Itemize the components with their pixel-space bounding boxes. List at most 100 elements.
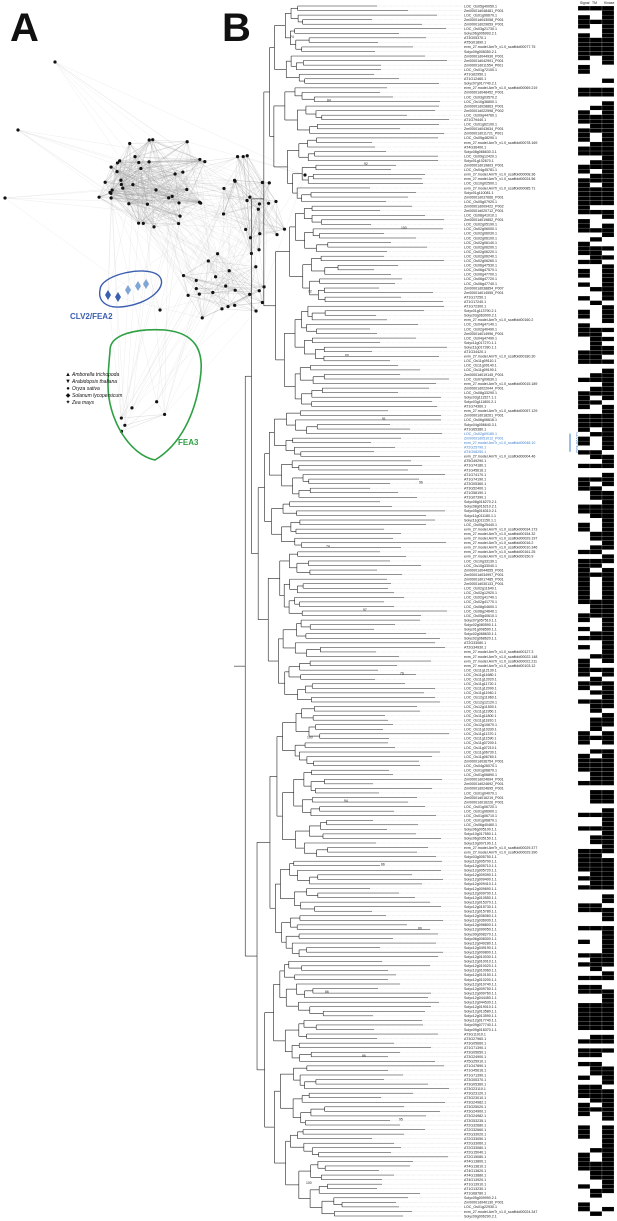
domain-cell bbox=[589, 536, 603, 541]
domain-cell bbox=[589, 363, 603, 369]
domain-cell bbox=[589, 839, 603, 845]
network-edge bbox=[202, 266, 256, 318]
leaf-label: LOC_Os08g41010.1 bbox=[464, 214, 497, 218]
network-edge bbox=[119, 160, 251, 238]
domain-cell bbox=[578, 268, 591, 274]
leaf-label: Zm00001d043058_P001 bbox=[464, 18, 504, 22]
domain-cell bbox=[601, 286, 615, 292]
domain-cell bbox=[578, 24, 591, 29]
domain-cell bbox=[601, 1138, 615, 1144]
domain-cell bbox=[589, 418, 603, 424]
network-node bbox=[220, 307, 224, 311]
network-edge bbox=[234, 180, 278, 235]
network-edge bbox=[152, 139, 250, 198]
domain-cell bbox=[578, 495, 591, 501]
domain-cell bbox=[589, 440, 603, 446]
domain-cell bbox=[601, 789, 615, 795]
network-edge bbox=[131, 197, 250, 408]
domain-cell bbox=[601, 903, 615, 908]
domain-cell bbox=[578, 1120, 591, 1126]
leaf-label: Solyc03g111527.1.1 bbox=[464, 396, 496, 400]
domain-cell bbox=[578, 300, 591, 306]
domain-cell bbox=[589, 708, 603, 714]
leaf-label: AT1G74360.1 bbox=[464, 405, 486, 409]
domain-cell bbox=[601, 590, 615, 596]
network-node bbox=[119, 182, 123, 187]
network-edge bbox=[149, 161, 236, 182]
network-node bbox=[194, 286, 198, 291]
domain-cell bbox=[589, 1193, 603, 1198]
network-edge bbox=[129, 143, 133, 185]
clv2-clade-label: CLV2/FEA2 bbox=[575, 432, 580, 454]
domain-cell bbox=[589, 984, 603, 990]
leaf-label: AT4G13880.1 bbox=[464, 1173, 486, 1177]
domain-cell bbox=[578, 540, 591, 546]
domain-cell bbox=[589, 264, 603, 269]
network-edge bbox=[246, 200, 260, 205]
domain-cell bbox=[601, 640, 615, 646]
network-edge bbox=[17, 129, 236, 291]
domain-cell bbox=[578, 477, 591, 482]
domain-cell bbox=[578, 975, 591, 981]
network-edge bbox=[178, 223, 218, 254]
network-edge bbox=[196, 286, 265, 289]
network-edge bbox=[215, 276, 223, 309]
domain-cell bbox=[578, 255, 591, 260]
domain-cell bbox=[601, 703, 615, 709]
leaf-label: evm_27.model.AmTr_v1.0_scaffold00069.219 bbox=[464, 86, 537, 90]
domain-cell bbox=[578, 291, 591, 297]
domain-cell bbox=[589, 495, 603, 501]
network-edge bbox=[17, 129, 248, 201]
network-edge bbox=[196, 288, 257, 312]
network-node bbox=[178, 214, 182, 218]
network-edge bbox=[111, 197, 200, 203]
leaf-label: Zm00001d048452_P001 bbox=[464, 91, 504, 95]
domain-cell bbox=[578, 617, 591, 623]
network-edge bbox=[164, 294, 200, 415]
leaf-label: AT1G17250.1 bbox=[464, 295, 486, 299]
domain-cell bbox=[578, 5, 591, 11]
domain-cell bbox=[578, 277, 591, 283]
domain-cell bbox=[601, 622, 615, 627]
network-edge bbox=[143, 139, 153, 224]
domain-cell bbox=[589, 912, 603, 917]
network-node bbox=[248, 292, 252, 296]
leaf-label: Solyc12g036060.1.1 bbox=[464, 914, 497, 918]
network-edge bbox=[199, 202, 285, 230]
leaf-label: Zm00001d019803_P001 bbox=[464, 164, 504, 168]
domain-cell bbox=[589, 658, 603, 664]
domain-cell bbox=[589, 1089, 603, 1094]
domain-cell bbox=[601, 1048, 615, 1053]
leaf-label: LOC_Os04g47490.1 bbox=[464, 336, 497, 340]
leaf-label: AT3G23120.1 bbox=[464, 1091, 486, 1095]
domain-cell bbox=[578, 984, 591, 990]
domain-cell bbox=[589, 817, 603, 822]
domain-cell bbox=[601, 1125, 615, 1130]
domain-cell bbox=[601, 894, 615, 899]
domain-cell bbox=[589, 581, 603, 587]
network-edge bbox=[234, 180, 260, 205]
domain-cell bbox=[578, 971, 591, 976]
network-edge bbox=[223, 188, 248, 201]
domain-cell bbox=[578, 273, 591, 278]
domain-cell bbox=[601, 694, 615, 700]
domain-cell bbox=[601, 1034, 615, 1040]
domain-cell bbox=[601, 273, 615, 278]
network-node bbox=[254, 309, 258, 313]
species-marker-icon: ✦ bbox=[65, 400, 71, 406]
network-edge bbox=[155, 189, 189, 296]
leaf-label: AT3G05660.1 bbox=[464, 1041, 486, 1045]
network-nodes bbox=[3, 60, 307, 433]
domain-cell bbox=[578, 925, 591, 931]
network-edge bbox=[98, 197, 139, 224]
domain-cell bbox=[601, 1188, 615, 1194]
network-edge bbox=[124, 189, 157, 426]
domain-cell bbox=[589, 246, 603, 251]
domain-cell bbox=[578, 359, 591, 365]
domain-cell bbox=[601, 1166, 615, 1171]
domain-cell bbox=[589, 780, 603, 786]
leaf-label: AT3G25020.1 bbox=[464, 1105, 486, 1109]
domain-cell bbox=[589, 1116, 603, 1121]
network-edge bbox=[234, 180, 263, 183]
network-node bbox=[257, 248, 261, 252]
